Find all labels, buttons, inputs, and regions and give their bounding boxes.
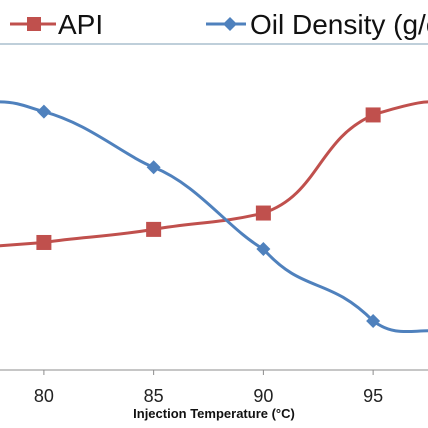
x-ticks: 80 85 90 95 (34, 370, 383, 406)
x-axis-label: Injection Temperature (°C) (133, 406, 295, 421)
data-point-series-2-3 (256, 242, 271, 257)
data-point-series-2-2 (146, 160, 161, 175)
legend-label-1: API (58, 9, 103, 40)
data-point-series-1-4 (365, 107, 381, 123)
x-tick-label-1: 80 (34, 386, 54, 406)
x-tick-label-3: 90 (253, 386, 273, 406)
data-point-series-1-3 (255, 205, 271, 221)
data-point-series-1-2 (146, 221, 162, 237)
legend-diamond-marker (223, 17, 237, 31)
data-point-series-2-1 (36, 104, 51, 119)
series-line-2 (0, 100, 428, 334)
x-tick-label-2: 85 (144, 386, 164, 406)
x-tick-label-4: 95 (363, 386, 383, 406)
series-line-1 (0, 100, 428, 248)
series-layer (0, 100, 428, 334)
legend: API Oil Density (g/c (10, 9, 428, 40)
data-point-series-1-1 (36, 234, 52, 250)
legend-label-2: Oil Density (g/c (250, 9, 428, 40)
legend-square-marker (27, 17, 41, 31)
data-point-series-2-4 (366, 313, 381, 328)
